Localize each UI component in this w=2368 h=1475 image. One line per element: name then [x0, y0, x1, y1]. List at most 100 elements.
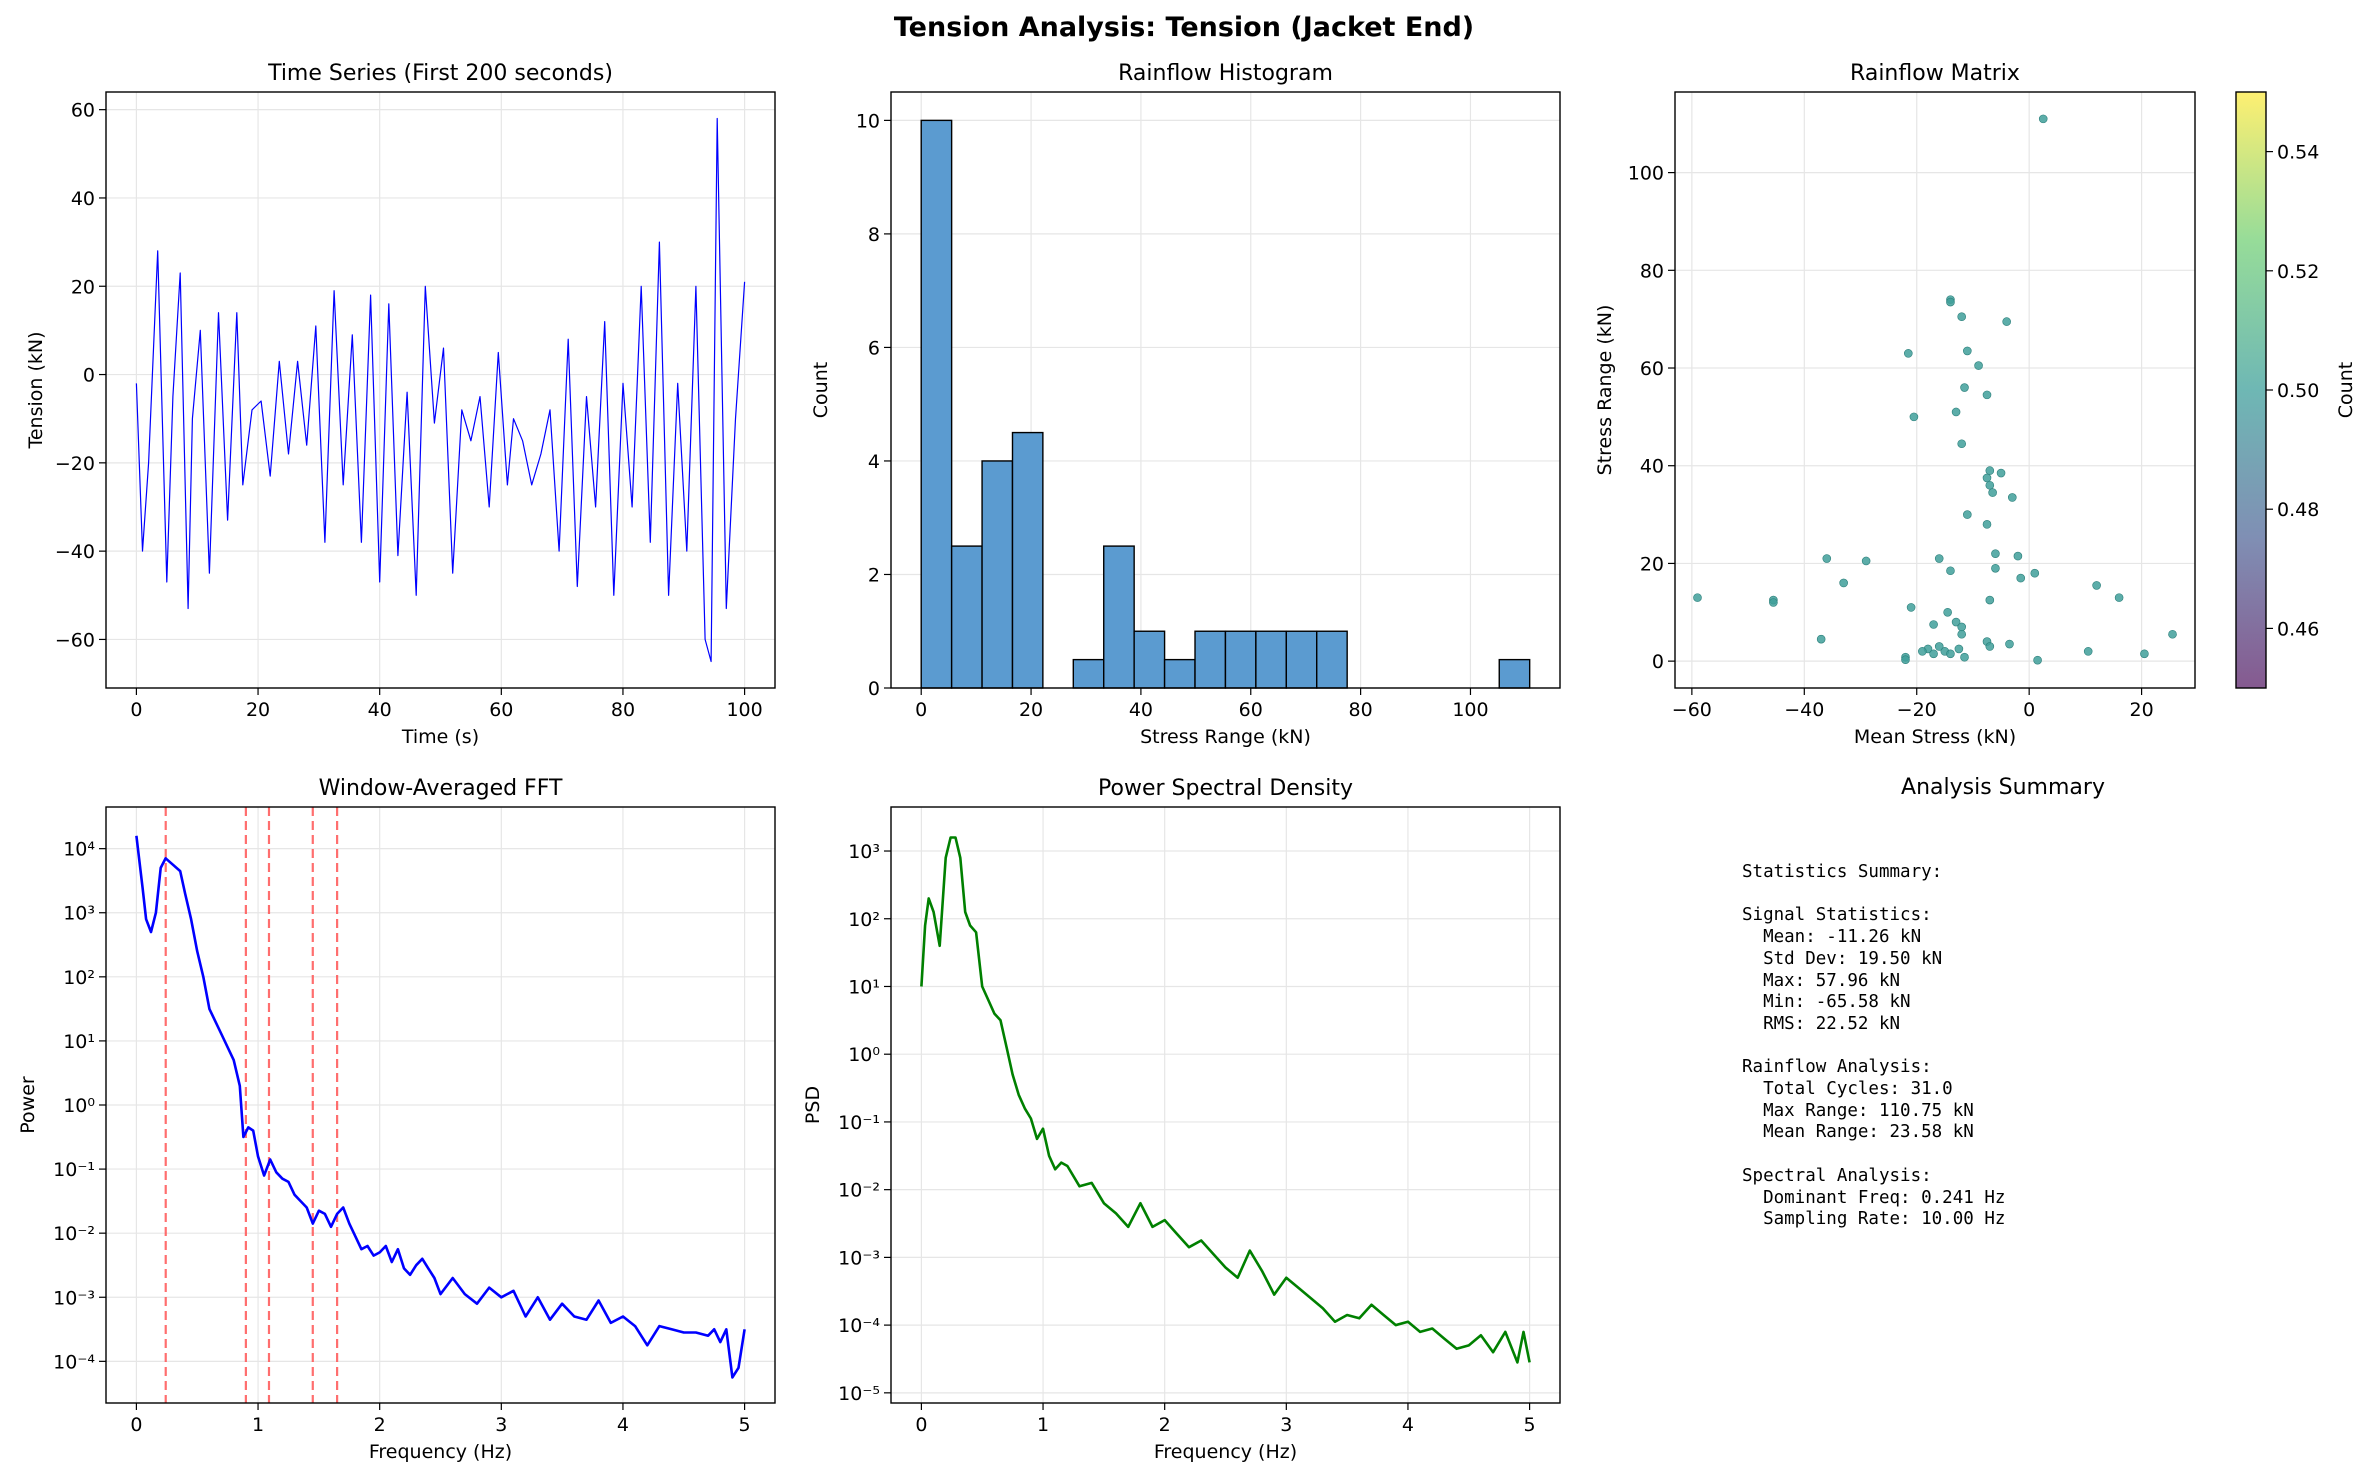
scatter-point: [1901, 655, 1910, 664]
x-tick-label: 5: [1524, 1414, 1536, 1436]
histogram-bar: [1072, 658, 1105, 689]
x-tick-label: 3: [1280, 1414, 1292, 1436]
psd-line: [920, 836, 1531, 1364]
scatter-point: [1985, 466, 1995, 475]
y-axis-label: Tension (kN): [25, 331, 47, 449]
y-tick-label: 10⁻⁴: [53, 1351, 95, 1373]
x-tick-label: 5: [739, 1414, 751, 1436]
x-tick-label: −40: [1784, 699, 1824, 721]
histogram-bar: [981, 460, 1014, 689]
summary-title: Analysis Summary: [1901, 775, 2105, 800]
scatter-point: [1693, 593, 1702, 602]
chart-title: Rainflow Matrix: [1850, 61, 2020, 86]
histogram-bar: [1163, 658, 1196, 689]
x-tick-label: 40: [1129, 699, 1153, 721]
scatter-point: [1982, 473, 1992, 483]
chart-rainflow_hist: 0 20 40 60 80 100 0 2 4 6 8 10 Rainflow Histogram Str…: [810, 61, 1561, 748]
x-tick-label: 0: [915, 699, 927, 721]
histogram-bar: [1255, 630, 1288, 689]
x-tick-label: 0: [2023, 699, 2035, 721]
y-tick-label: 60: [1640, 358, 1664, 380]
y-tick-label: 10⁻²: [838, 1180, 880, 1202]
colorbar-tick-label: 0.50: [2277, 380, 2319, 402]
scatter-point: [1906, 603, 1916, 612]
y-tick-label: 40: [1640, 456, 1664, 478]
y-tick-label: 80: [1640, 260, 1664, 282]
x-tick-label: 4: [1402, 1414, 1414, 1436]
y-tick-label: 100: [1628, 163, 1664, 185]
scatter-point: [1982, 520, 1992, 529]
y-tick-label: 20: [71, 276, 95, 298]
x-tick-label: 40: [368, 699, 392, 721]
y-tick-label: 10⁻³: [53, 1287, 95, 1309]
scatter-point: [1934, 642, 1944, 651]
colorbar-tick-label: 0.52: [2277, 261, 2319, 283]
y-tick-label: 8: [868, 224, 880, 246]
scatter-point: [2013, 551, 2023, 561]
chart-title: Window-Averaged FFT: [319, 776, 563, 801]
y-axis-label: Stress Range (kN): [1594, 305, 1616, 476]
scatter-point: [1929, 620, 1938, 629]
y-tick-label: 10⁴: [63, 839, 95, 861]
scatter-point: [2016, 573, 2026, 583]
x-tick-label: 0: [130, 1414, 142, 1436]
x-tick-label: 20: [2130, 699, 2154, 721]
x-tick-label: 80: [1349, 699, 1373, 721]
y-tick-label: 20: [1640, 553, 1664, 575]
x-tick-label: −60: [1672, 699, 1712, 721]
histogram-bar: [1103, 545, 1135, 689]
scatter-point: [2002, 317, 2011, 326]
x-tick-label: 1: [1037, 1414, 1049, 1436]
scatter-point: [1957, 629, 1967, 639]
histogram-bar: [1285, 630, 1318, 689]
y-tick-label: 10¹: [848, 976, 880, 998]
scatter-point: [1934, 554, 1944, 563]
x-tick-label: 20: [246, 699, 270, 721]
chart-title: Power Spectral Density: [1098, 776, 1353, 801]
colorbar: [2236, 92, 2266, 688]
x-tick-label: 0: [915, 1414, 927, 1436]
scatter-point: [2092, 581, 2101, 590]
scatter-point: [1943, 607, 1952, 617]
x-tick-label: 1: [252, 1414, 264, 1436]
scatter-point: [1957, 439, 1967, 449]
colorbar-tick-label: 0.46: [2277, 618, 2319, 640]
y-tick-label: 10³: [848, 841, 880, 863]
y-tick-label: 10⁻³: [838, 1247, 880, 1269]
figure-suptitle: Tension Analysis: Tension (Jacket End): [894, 12, 1474, 43]
histogram-bar: [1316, 630, 1348, 689]
scatter-point: [1985, 480, 1995, 490]
histogram-bar: [1133, 630, 1166, 689]
scatter-point: [1946, 566, 1955, 576]
scatter-point: [1963, 346, 1972, 356]
y-tick-label: 60: [71, 100, 95, 122]
x-tick-label: −20: [1897, 699, 1937, 721]
summary-text: Statistics Summary: Signal Statistics: M…: [1742, 862, 2006, 1230]
x-axis-label: Frequency (Hz): [369, 1441, 512, 1463]
scatter-point: [2114, 593, 2124, 602]
axes-frame: [105, 806, 776, 1404]
scatter-point: [1963, 510, 1972, 519]
colorbar-label: Count: [2335, 362, 2357, 418]
scatter-point: [1954, 644, 1964, 654]
scatter-point: [1960, 652, 1969, 662]
chart-timeseries: 0 20 40 60 80 100 −60 −40 −20 0 20 40 60 Time Series …: [25, 61, 776, 748]
y-tick-label: −20: [55, 453, 95, 475]
y-tick-label: 10: [856, 110, 880, 132]
scatter-point: [2033, 655, 2042, 665]
scatter-point: [1960, 383, 1969, 392]
y-tick-label: 10⁻¹: [838, 1112, 880, 1134]
scatter-point: [1918, 647, 1927, 656]
y-tick-label: 0: [83, 365, 95, 387]
y-tick-label: 6: [868, 337, 880, 359]
y-tick-label: 10⁻²: [53, 1223, 95, 1245]
scatter-point: [1909, 412, 1919, 422]
x-tick-label: 100: [726, 699, 762, 721]
scatter-point: [1996, 468, 2006, 478]
y-tick-label: 10¹: [63, 1031, 95, 1053]
scatter-point: [1929, 649, 1938, 659]
colorbar-tick-label: 0.48: [2277, 499, 2319, 521]
scatter-point: [2030, 568, 2040, 578]
tension-series-line: [135, 117, 746, 663]
